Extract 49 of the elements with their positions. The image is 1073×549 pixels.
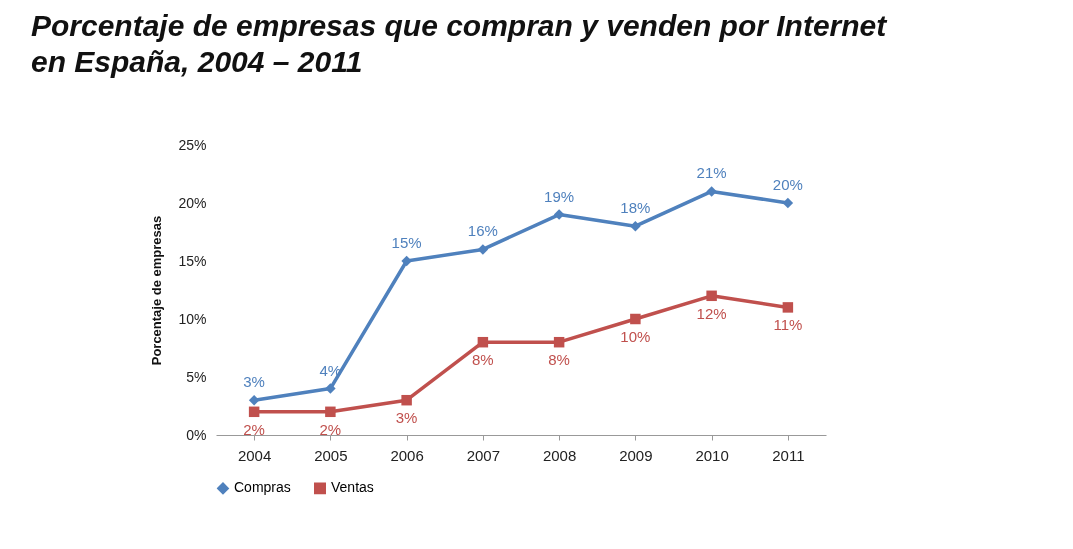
point: [630, 313, 641, 325]
x-tick-label: 2011: [772, 446, 805, 464]
data-label: 2%: [243, 420, 265, 438]
data-label: 19%: [544, 187, 575, 205]
point: [477, 336, 489, 348]
point: [782, 197, 794, 209]
x-tick-label: 2004: [237, 446, 272, 464]
point: [553, 209, 565, 220]
data-label: 3%: [395, 409, 418, 427]
data-label: 8%: [548, 351, 570, 369]
point: [401, 394, 412, 406]
point: [248, 394, 260, 406]
point: [553, 336, 565, 348]
point: [706, 186, 717, 197]
data-label: 10%: [620, 328, 651, 345]
point: [782, 302, 794, 313]
x-tick-label: 2008: [542, 446, 577, 464]
data-label: 15%: [391, 234, 422, 251]
point: [248, 406, 260, 418]
x-tick-label: 2009: [619, 446, 653, 464]
data-label: 8%: [472, 351, 494, 369]
data-label: 11%: [773, 316, 803, 334]
legend-label: Compras: [234, 479, 291, 496]
data-label: 2%: [319, 420, 342, 438]
point: [401, 255, 412, 267]
data-label: 18%: [620, 199, 651, 217]
y-tick-label: 0%: [186, 426, 207, 443]
legend-label: Ventas: [331, 479, 374, 496]
y-tick-label: 5%: [186, 368, 207, 385]
y-axis-title: Porcentaje de empresas: [149, 215, 165, 366]
x-tick-label: 2007: [466, 446, 501, 464]
chart-title: Porcentaje de empresas que compran y venden por Internet en España, 2004 – 2011: [30, 9, 889, 78]
y-tick-label: 10%: [178, 310, 207, 327]
point: [706, 290, 717, 302]
data-label: 20%: [772, 176, 803, 193]
data-label: 3%: [243, 373, 265, 391]
point: [630, 220, 641, 232]
point: [477, 244, 489, 255]
point: [325, 406, 336, 418]
y-tick-label: 15%: [178, 252, 207, 269]
y-tick-label: 25%: [178, 136, 207, 153]
x-tick-label: 2005: [314, 446, 348, 464]
data-label: 21%: [696, 164, 727, 182]
data-label: 12%: [696, 304, 727, 322]
y-tick-label: 20%: [178, 194, 207, 211]
data-label: 16%: [467, 222, 498, 240]
x-tick-label: 2006: [390, 446, 424, 464]
point: [325, 383, 336, 394]
x-tick-label: 2010: [695, 446, 729, 464]
